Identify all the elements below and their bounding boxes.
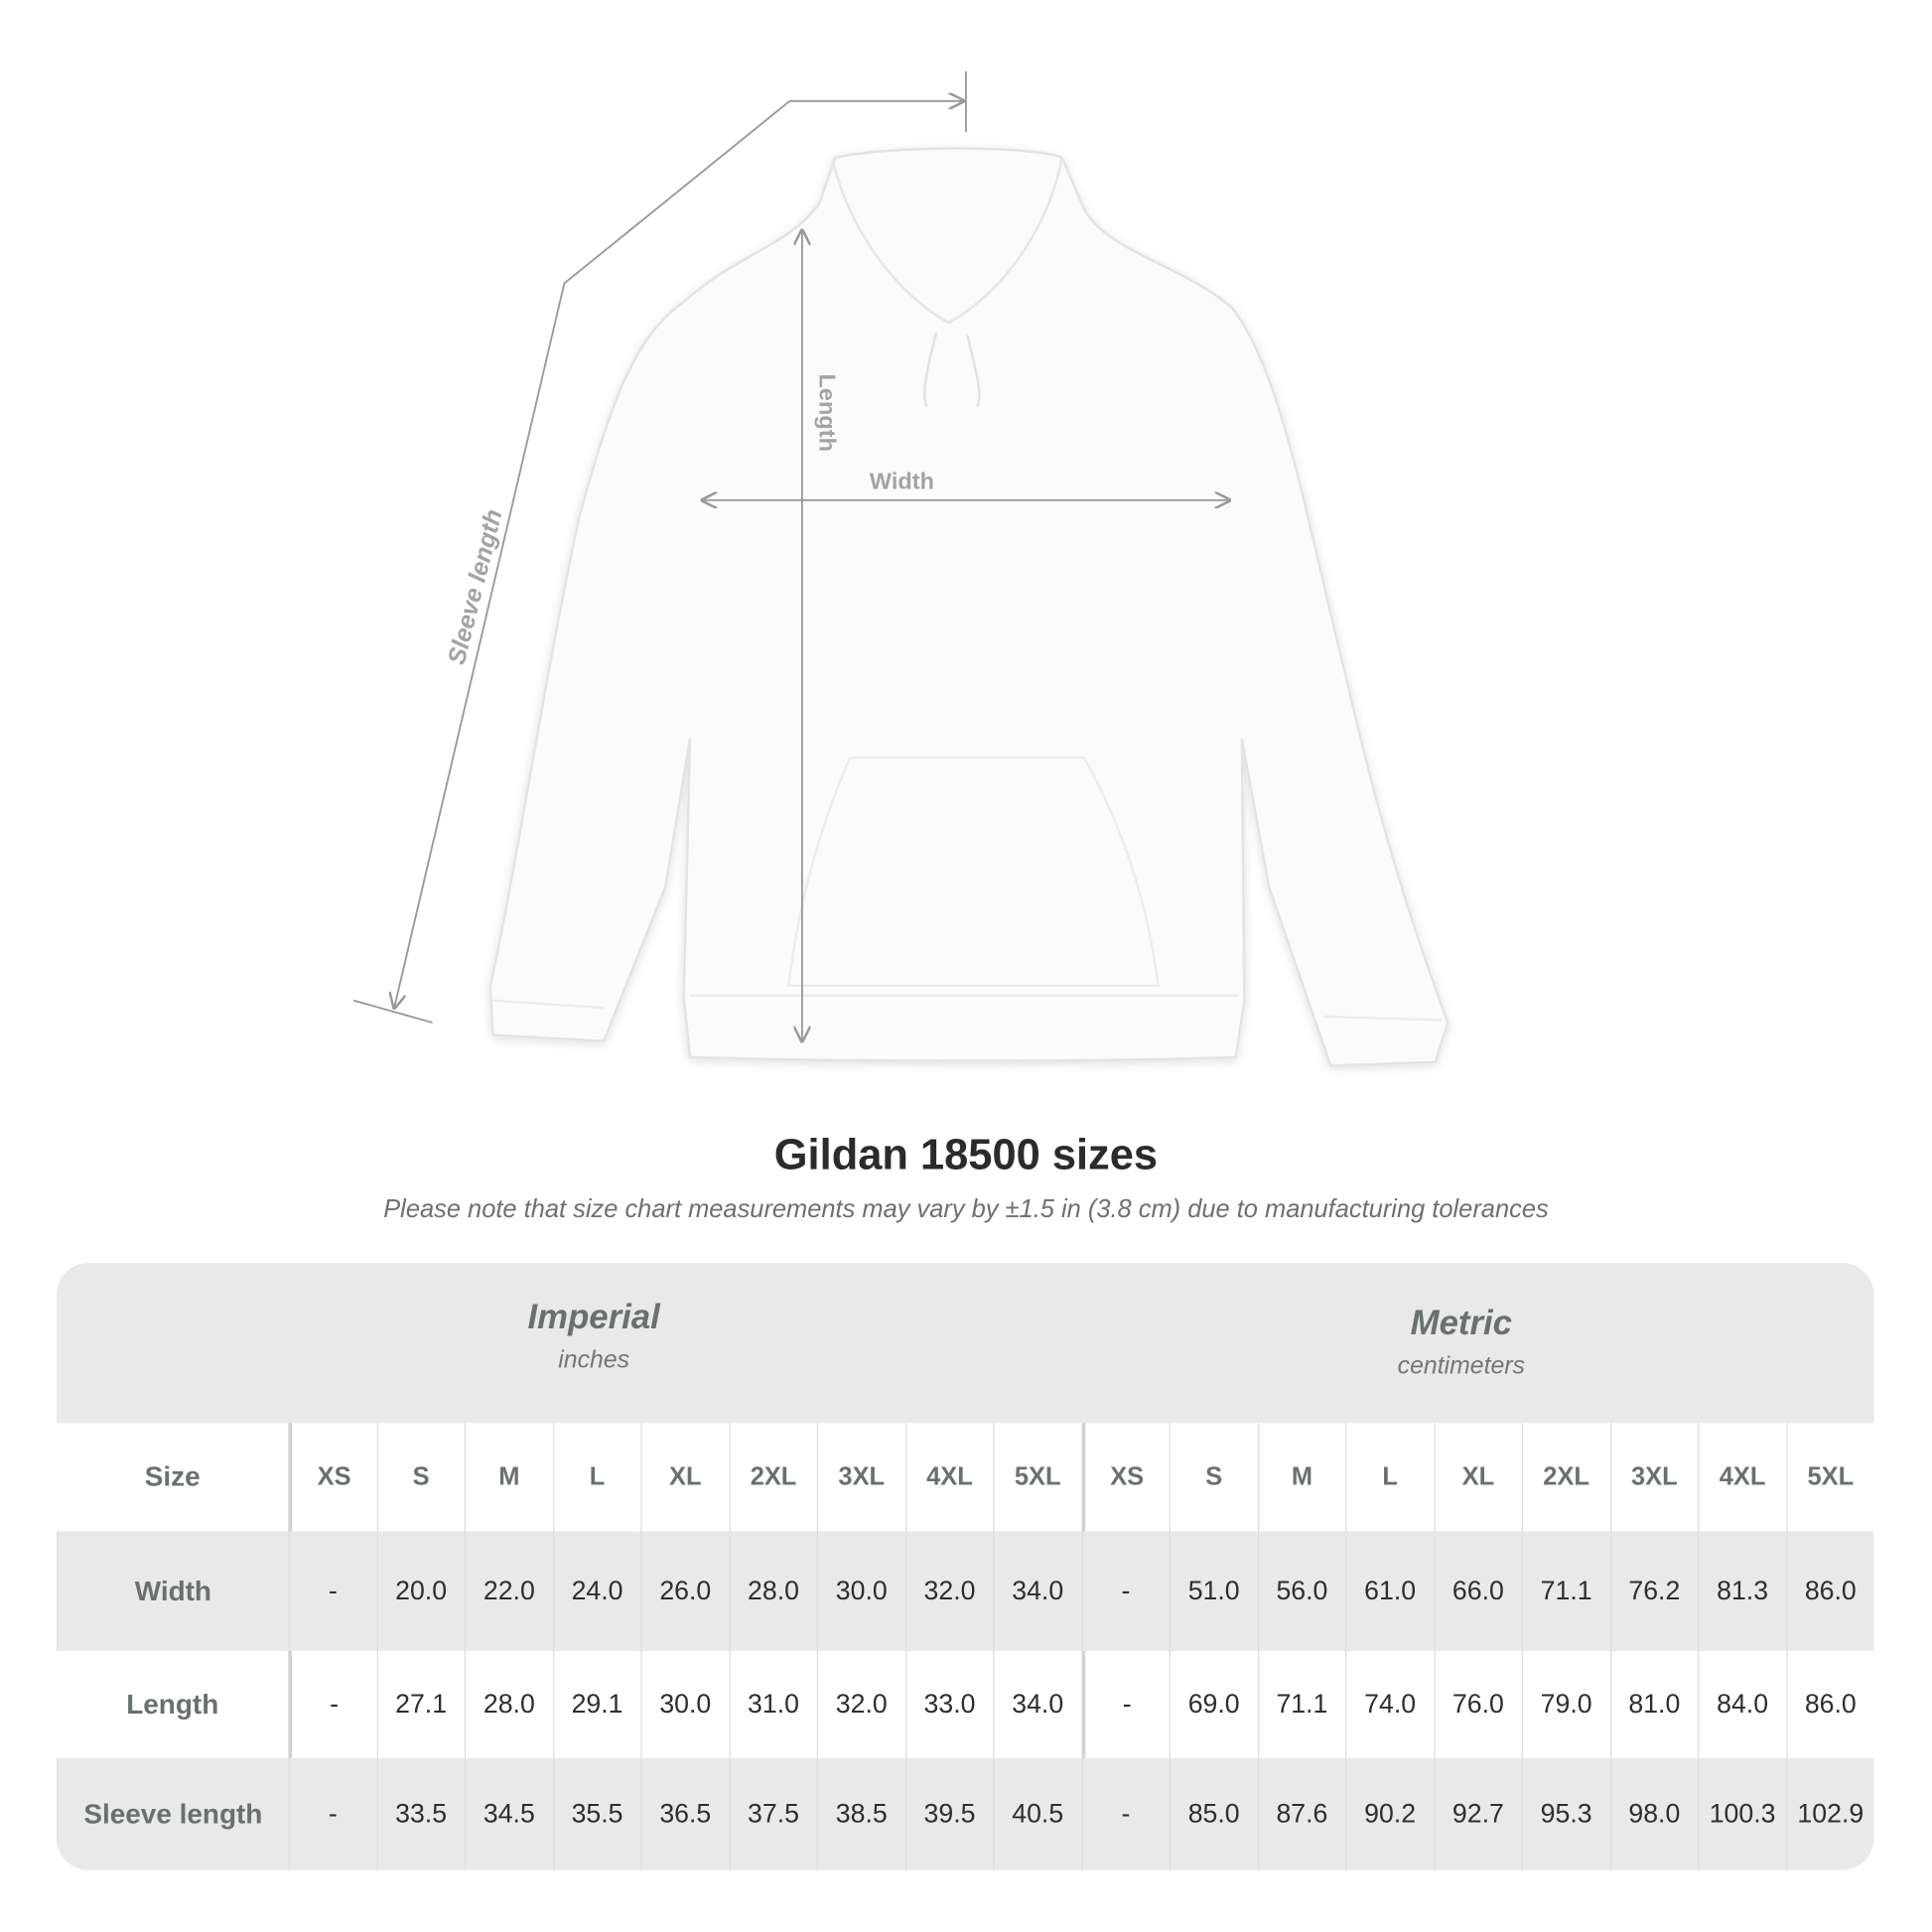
table-row: Width -20.0 22.0 24.0 26.0 28.0 30.0 32.0 34.0-5… (57, 1531, 1874, 1651)
sleeve-length-label: Sleeve length (444, 507, 508, 668)
value-cell: - (1080, 1650, 1170, 1758)
value-cell: 81.3 (1698, 1531, 1786, 1651)
value-cell: 66.0 (1433, 1531, 1522, 1651)
value-cell: 90.2 (1345, 1757, 1434, 1870)
value-cell: 100.3 (1698, 1757, 1786, 1870)
sleeve-length-measure (352, 70, 967, 1024)
row-label: Width (57, 1531, 288, 1651)
value-cell: 61.0 (1345, 1531, 1434, 1651)
value-cell: 56.0 (1257, 1531, 1345, 1651)
value-cell: 32.0 (816, 1650, 905, 1758)
value-cell: - (1080, 1757, 1170, 1870)
size-header-cell: 2XL (1521, 1423, 1610, 1532)
value-cell: - (288, 1531, 376, 1651)
value-cell: 79.0 (1521, 1650, 1610, 1758)
size-header-cell: 3XL (816, 1423, 905, 1532)
value-cell: 20.0 (376, 1531, 465, 1651)
size-header-cell: S (376, 1423, 465, 1532)
row-label: Size (144, 1460, 201, 1492)
value-cell: 71.1 (1521, 1531, 1610, 1651)
value-cell: 29.1 (552, 1650, 641, 1758)
size-header-cell: 5XL (993, 1423, 1081, 1532)
value-cell: 32.0 (904, 1531, 994, 1651)
size-header-cell: S (1169, 1423, 1258, 1532)
value-cell: 95.3 (1521, 1757, 1610, 1870)
row-label: Sleeve length (57, 1757, 288, 1870)
value-cell: 74.0 (1345, 1650, 1434, 1758)
value-cell: 30.0 (816, 1531, 905, 1651)
value-cell: 71.1 (1257, 1650, 1345, 1758)
size-header-cell: 3XL (1609, 1423, 1698, 1532)
size-header-cell: XS (1080, 1423, 1170, 1532)
metric-title: Metric (1410, 1303, 1512, 1342)
table-row: Sleeve length -33.5 34.5 35.5 36.5 37.5 38.5 39… (57, 1757, 1874, 1870)
value-cell: 37.5 (729, 1757, 817, 1870)
metric-unit: centimeters (1397, 1352, 1525, 1380)
value-cell: 28.0 (729, 1531, 817, 1651)
row-label: Length (126, 1688, 219, 1720)
table-row: Length -27.1 28.0 29.1 30.0 31.0 32.0 33.0 34.0-… (57, 1650, 1874, 1758)
size-table: Imperial inches Metric centimeters Size X… (57, 1263, 1874, 1870)
value-cell: 87.6 (1257, 1757, 1345, 1870)
value-cell: - (288, 1650, 376, 1758)
value-cell: 102.9 (1785, 1757, 1874, 1870)
value-cell: 38.5 (816, 1757, 905, 1870)
value-cell: 34.5 (464, 1757, 553, 1870)
hoodie-image (488, 147, 1449, 1067)
value-cell: 26.0 (640, 1531, 729, 1651)
imperial-unit: inches (558, 1346, 630, 1374)
table-header-band: Imperial inches Metric centimeters (57, 1263, 1874, 1424)
value-cell: 81.0 (1609, 1650, 1698, 1758)
size-header-cell: M (464, 1423, 553, 1532)
value-cell: - (1080, 1531, 1170, 1651)
value-cell: 24.0 (552, 1531, 641, 1651)
value-cell: 51.0 (1169, 1531, 1258, 1651)
value-cell: 85.0 (1169, 1757, 1258, 1870)
value-cell: 22.0 (464, 1531, 553, 1651)
value-cell: 35.5 (552, 1757, 641, 1870)
imperial-header: Imperial inches (347, 1298, 840, 1375)
value-cell: 39.5 (904, 1757, 994, 1870)
size-header-cell: XL (640, 1423, 729, 1532)
imperial-title: Imperial (527, 1297, 660, 1336)
length-label: Length (814, 373, 840, 452)
value-cell: 92.7 (1433, 1757, 1522, 1870)
value-cell: 98.0 (1609, 1757, 1698, 1870)
value-cell: 76.2 (1609, 1531, 1698, 1651)
value-cell: 28.0 (464, 1650, 553, 1758)
size-header-cell: 4XL (904, 1423, 994, 1532)
tolerance-note: Please note that size chart measurements… (383, 1194, 1549, 1224)
size-header-cell: L (552, 1423, 641, 1532)
size-header-cell: 2XL (729, 1423, 817, 1532)
size-header-row: Size XS S M L XL 2XL 3XL 4XL 5XL XS S M L XL 2XL 3XL 4XL 5… (57, 1423, 1874, 1532)
value-cell: 27.1 (376, 1650, 465, 1758)
value-cell: - (288, 1757, 376, 1870)
metric-header: Metric centimeters (1215, 1304, 1708, 1381)
page-title: Gildan 18500 sizes (773, 1131, 1159, 1179)
value-cell: 84.0 (1698, 1650, 1786, 1758)
value-cell: 34.0 (993, 1531, 1081, 1651)
value-cell: 69.0 (1169, 1650, 1258, 1758)
value-cell: 33.5 (376, 1757, 465, 1870)
size-header-cell: L (1345, 1423, 1434, 1532)
value-cell: 76.0 (1433, 1650, 1522, 1758)
value-cell: 36.5 (640, 1757, 729, 1870)
hoodie-diagram: Sleeve length Length Width (352, 70, 1449, 1067)
value-cell: 86.0 (1785, 1650, 1874, 1758)
value-cell: 30.0 (640, 1650, 729, 1758)
value-cell: 33.0 (904, 1650, 994, 1758)
width-label: Width (870, 469, 934, 494)
size-header-cell: XS (288, 1423, 376, 1532)
size-header-cell: 5XL (1785, 1423, 1874, 1532)
size-header-cell: XL (1433, 1423, 1522, 1532)
value-cell: 40.5 (993, 1757, 1081, 1870)
value-cell: 31.0 (729, 1650, 817, 1758)
value-cell: 86.0 (1785, 1531, 1874, 1651)
size-header-cell: M (1257, 1423, 1345, 1532)
value-cell: 34.0 (993, 1650, 1081, 1758)
size-header-cell: 4XL (1698, 1423, 1786, 1532)
